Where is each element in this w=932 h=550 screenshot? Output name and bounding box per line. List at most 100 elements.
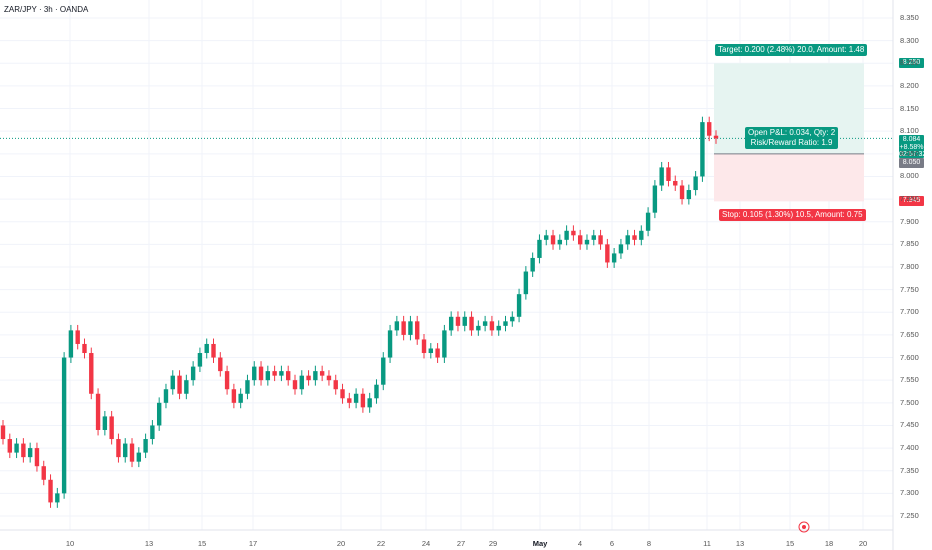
candle (611, 253, 617, 263)
candle (401, 321, 406, 335)
time-axis-label: 10 (65, 539, 75, 548)
candle (306, 375, 311, 381)
price-axis-label: 7.650 (900, 329, 919, 339)
price-axis-label: 8.350 (900, 13, 919, 22)
candle (713, 135, 719, 139)
price-axis-label: 8.000 (900, 171, 919, 181)
candle (550, 235, 556, 245)
candle (415, 321, 420, 340)
candle (476, 325, 481, 331)
pnl-box: Open P&L: 0.034, Qty: 2 Risk/Reward Rati… (745, 127, 839, 149)
candle (48, 479, 53, 503)
candle (448, 316, 454, 331)
candle (659, 167, 664, 186)
risk-reward-label: Risk/Reward Ratio: 1.9 (750, 138, 833, 147)
candle (673, 180, 678, 186)
candle (68, 330, 74, 358)
candle (21, 443, 26, 458)
candle (150, 425, 155, 440)
price-axis-label: 8.250 (900, 58, 919, 68)
candle (123, 443, 128, 458)
time-axis-label: 29 (488, 539, 498, 548)
candle (700, 122, 705, 177)
candle (598, 235, 603, 245)
countdown: 02:57:32 (899, 151, 927, 158)
candle (469, 316, 474, 331)
candle (211, 343, 216, 358)
candle (544, 235, 549, 240)
candle (95, 393, 101, 430)
candle (286, 371, 291, 381)
candle (408, 321, 413, 335)
candle (679, 185, 685, 200)
price-axis-label: 8.050 (900, 148, 919, 158)
candle (394, 321, 400, 331)
candle (503, 321, 508, 326)
price-axis-label: 7.900 (900, 216, 919, 226)
price-axis-label: 7.350 (900, 465, 919, 475)
candle (666, 167, 671, 181)
candle (238, 393, 243, 403)
candle (523, 271, 529, 295)
candle (435, 348, 440, 358)
candle (387, 330, 393, 358)
candle (340, 389, 345, 399)
candle (482, 321, 488, 326)
price-axis-label: 7.400 (900, 443, 919, 453)
price-axis-label: 7.800 (900, 262, 919, 271)
candle (184, 380, 189, 394)
candle (102, 416, 108, 430)
candle (584, 239, 590, 245)
candle (353, 393, 359, 403)
event-marker-dot (802, 525, 806, 529)
candle (645, 212, 651, 231)
price-axis-label: 8.200 (900, 80, 919, 90)
price-axis-label: 8.150 (900, 103, 919, 113)
time-axis-label: 20 (336, 539, 346, 548)
candle (510, 316, 515, 322)
candle (75, 330, 80, 344)
candle (530, 257, 535, 272)
candle (177, 375, 182, 394)
candle (129, 443, 135, 462)
candle (516, 294, 522, 317)
time-axis-label: 22 (376, 539, 386, 548)
time-axis-label: 20 (858, 539, 868, 548)
candle (557, 239, 563, 245)
price-axis-label: 7.700 (900, 307, 919, 317)
candle (707, 122, 712, 136)
candle (109, 416, 114, 440)
price-axis-label: 7.500 (900, 397, 919, 407)
candle (7, 439, 12, 453)
time-axis-label: 18 (824, 539, 834, 548)
stop-label: Stop: 0.105 (1.30%) 10.5, Amount: 0.75 (719, 209, 866, 221)
candle (374, 384, 379, 399)
candle (462, 316, 467, 326)
time-axis-label: 15 (785, 539, 795, 548)
candle (326, 375, 332, 381)
candle (381, 357, 386, 385)
candle (272, 371, 277, 376)
candle (639, 230, 644, 240)
candle (319, 371, 325, 376)
candle (163, 389, 169, 403)
candle (313, 371, 318, 381)
candle (652, 185, 658, 213)
candle (55, 493, 60, 503)
time-axis-label: 6 (609, 539, 615, 548)
time-axis-label: 17 (248, 539, 258, 548)
candle (0, 425, 6, 440)
candle (14, 443, 19, 453)
target-label: Target: 0.200 (2.48%) 20.0, Amount: 1.48 (715, 44, 868, 56)
target-price-tag: 8.250 (899, 58, 924, 68)
price-axis-label: 7.950 (900, 194, 919, 204)
candle (299, 375, 304, 390)
candle (421, 339, 427, 354)
price-axis-label: 7.600 (900, 352, 919, 362)
current-price-tag: 8.084 +8.58% 02:57:32 (899, 135, 927, 158)
time-axis-label: 27 (456, 539, 466, 548)
candle (537, 239, 542, 258)
candle (156, 402, 162, 426)
candle (258, 366, 264, 381)
